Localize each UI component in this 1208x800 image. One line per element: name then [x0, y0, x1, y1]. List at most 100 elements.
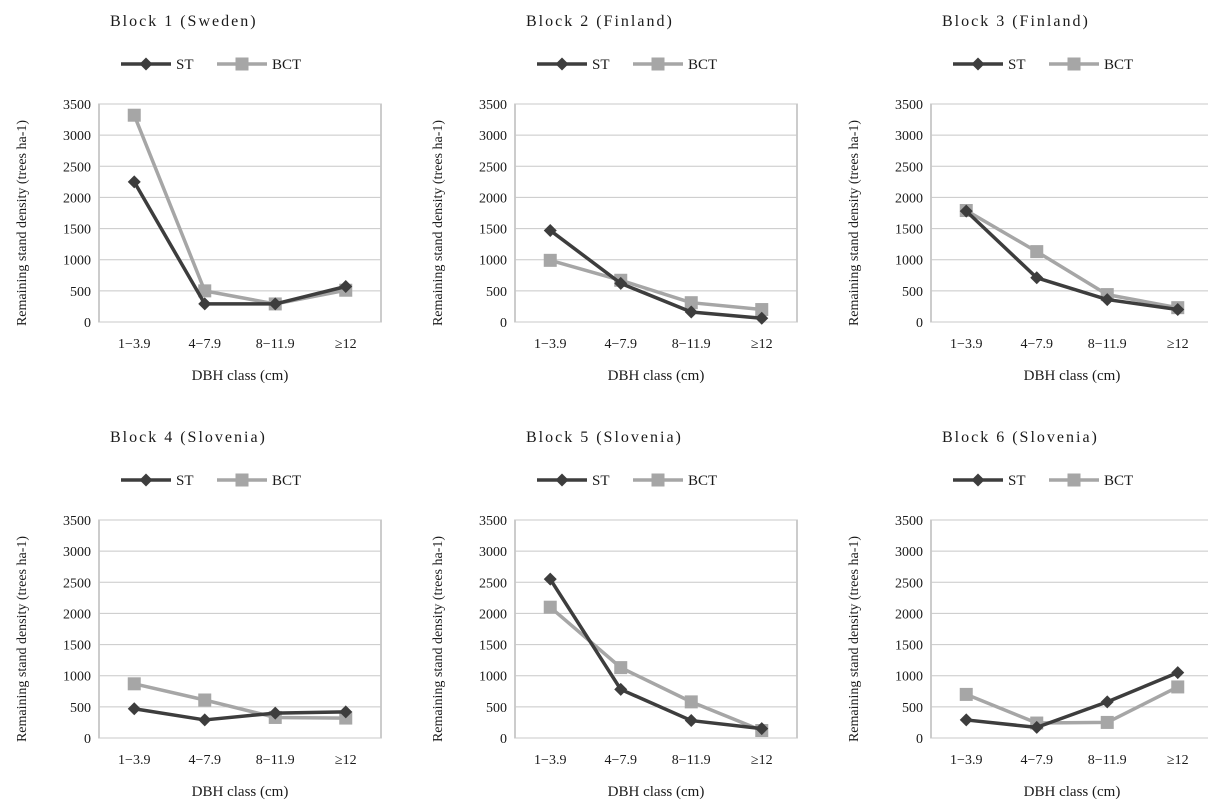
- legend-marker: [971, 473, 985, 487]
- data-point: [543, 223, 557, 237]
- series-line: [965, 208, 1179, 310]
- legend-marker: [1067, 57, 1081, 71]
- x-tick-label: 1−3.9: [950, 753, 982, 768]
- data-point: [543, 572, 557, 586]
- y-tick-label: 2500: [479, 576, 507, 591]
- y-tick-label: 3500: [479, 514, 507, 529]
- series-bct: [127, 108, 353, 311]
- data-point: [127, 108, 141, 122]
- x-tick-label: 1−3.9: [950, 337, 982, 352]
- legend-entry-st: ST: [537, 473, 610, 489]
- data-point: [1171, 666, 1185, 680]
- x-axis-label: DBH class (cm): [608, 368, 705, 384]
- y-tick-label: 1000: [63, 670, 91, 685]
- x-axis-label: DBH class (cm): [1024, 368, 1121, 384]
- data-point: [1100, 715, 1114, 729]
- y-tick-label: 3000: [479, 545, 507, 560]
- data-point: [614, 682, 628, 696]
- y-tick-label: 1500: [479, 639, 507, 654]
- legend-marker: [235, 473, 249, 487]
- legend-label: BCT: [1104, 473, 1133, 489]
- y-axis-label: Remaining stand density (trees ha-1): [15, 536, 30, 742]
- x-axis-label: DBH class (cm): [192, 368, 289, 384]
- data-point: [127, 702, 141, 716]
- legend-entry-bct: BCT: [1049, 473, 1133, 489]
- data-point: [268, 706, 282, 720]
- x-tick-label: 8−11.9: [672, 753, 711, 768]
- y-tick-label: 500: [902, 701, 923, 716]
- data-point: [684, 305, 698, 319]
- legend-label: ST: [1008, 57, 1026, 73]
- data-point: [339, 279, 353, 293]
- x-tick-label: ≥12: [751, 753, 773, 768]
- legend-label: BCT: [688, 473, 717, 489]
- data-point: [198, 284, 212, 298]
- y-tick-label: 1500: [63, 223, 91, 238]
- legend-entry-st: ST: [953, 57, 1026, 73]
- legend-entry-st: ST: [537, 57, 610, 73]
- series-st: [959, 204, 1185, 317]
- series-line: [549, 258, 762, 312]
- legend-entry-bct: BCT: [633, 57, 717, 73]
- x-tick-label: ≥12: [335, 337, 357, 352]
- legend-entry-st: ST: [953, 473, 1026, 489]
- data-point: [1100, 293, 1114, 307]
- data-point: [339, 705, 353, 719]
- y-tick-label: 3500: [479, 98, 507, 113]
- series-bct: [959, 204, 1185, 315]
- chart-title: Block 4 (Slovenia): [110, 429, 267, 446]
- data-point: [684, 714, 698, 728]
- y-tick-label: 2500: [895, 160, 923, 175]
- chart-panel-2: Block 2 (Finland) ST BCT 0 500 1000 1500 2000 25…: [431, 13, 798, 384]
- chart-title: Block 5 (Slovenia): [526, 429, 683, 446]
- data-point: [198, 713, 212, 727]
- y-axis-label: Remaining stand density (trees ha-1): [847, 120, 862, 326]
- legend-label: BCT: [272, 57, 301, 73]
- y-tick-label: 1500: [895, 639, 923, 654]
- y-tick-label: 1000: [479, 254, 507, 269]
- x-tick-label: 1−3.9: [534, 337, 566, 352]
- legend-marker: [651, 473, 665, 487]
- series-line: [966, 670, 1179, 730]
- x-tick-label: 1−3.9: [534, 753, 566, 768]
- legend-label: ST: [1008, 473, 1026, 489]
- x-tick-label: 4−7.9: [605, 753, 637, 768]
- legend-entry-bct: BCT: [217, 473, 301, 489]
- legend-label: ST: [176, 473, 194, 489]
- plot-area: [98, 519, 382, 739]
- data-point: [1100, 695, 1114, 709]
- legend-marker: [139, 57, 153, 71]
- x-tick-label: 1−3.9: [118, 337, 150, 352]
- data-point: [198, 297, 212, 311]
- y-tick-label: 500: [486, 701, 507, 716]
- y-tick-label: 500: [486, 285, 507, 300]
- legend-label: ST: [592, 473, 610, 489]
- x-tick-label: 8−11.9: [1088, 337, 1127, 352]
- data-point: [959, 687, 973, 701]
- series-line: [549, 229, 762, 321]
- y-tick-label: 500: [70, 285, 91, 300]
- y-tick-label: 2000: [63, 607, 91, 622]
- series-bct: [543, 253, 769, 317]
- legend-marker: [1067, 473, 1081, 487]
- y-tick-label: 1000: [479, 670, 507, 685]
- data-point: [1171, 303, 1185, 317]
- legend-marker: [971, 57, 985, 71]
- chart-panel-4: Block 4 (Slovenia) ST BCT 0 500 1000 1500 2000 2…: [15, 429, 382, 800]
- x-tick-label: 8−11.9: [256, 753, 295, 768]
- x-tick-label: ≥12: [1167, 337, 1189, 352]
- x-tick-label: ≥12: [751, 337, 773, 352]
- y-tick-label: 1000: [895, 254, 923, 269]
- x-tick-label: ≥12: [1167, 753, 1189, 768]
- chart-title: Block 3 (Finland): [942, 13, 1090, 30]
- legend-marker: [651, 57, 665, 71]
- y-axis-label: Remaining stand density (trees ha-1): [847, 536, 862, 742]
- data-point: [1171, 680, 1185, 694]
- y-tick-label: 3000: [63, 545, 91, 560]
- y-tick-label: 3000: [63, 129, 91, 144]
- x-tick-label: 4−7.9: [1021, 753, 1053, 768]
- x-tick-label: 4−7.9: [189, 337, 221, 352]
- data-point: [127, 677, 141, 691]
- x-tick-label: 8−11.9: [672, 337, 711, 352]
